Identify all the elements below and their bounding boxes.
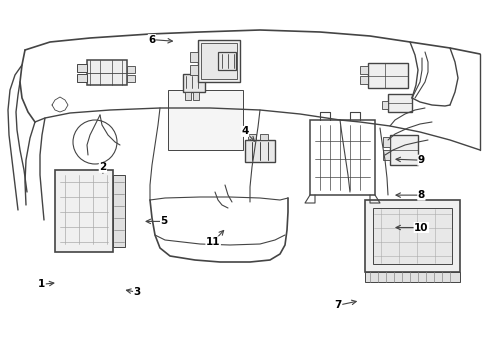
Bar bbox=[55, 170, 113, 252]
Bar bbox=[310, 120, 375, 195]
Bar bbox=[77, 74, 87, 82]
Bar bbox=[77, 64, 87, 72]
Bar bbox=[190, 52, 198, 62]
Bar bbox=[127, 75, 135, 82]
Bar bbox=[127, 66, 135, 73]
Bar bbox=[388, 94, 412, 112]
Bar bbox=[382, 101, 388, 109]
Bar bbox=[360, 66, 368, 74]
Bar bbox=[383, 150, 390, 160]
Text: 8: 8 bbox=[418, 190, 425, 200]
Bar bbox=[168, 90, 243, 150]
Bar bbox=[260, 134, 268, 140]
Bar bbox=[190, 65, 198, 75]
Text: 7: 7 bbox=[334, 300, 342, 310]
Bar bbox=[113, 175, 125, 247]
Bar bbox=[373, 208, 452, 264]
Bar bbox=[365, 200, 460, 272]
Bar bbox=[87, 60, 127, 85]
Bar bbox=[365, 272, 460, 282]
Bar bbox=[390, 135, 418, 165]
Text: 2: 2 bbox=[99, 162, 106, 172]
Text: 6: 6 bbox=[148, 35, 155, 45]
Text: 5: 5 bbox=[161, 216, 168, 226]
Text: 9: 9 bbox=[418, 155, 425, 165]
Bar bbox=[245, 140, 275, 162]
Bar bbox=[383, 137, 390, 147]
Bar bbox=[193, 92, 199, 100]
Bar bbox=[183, 74, 205, 92]
Text: 4: 4 bbox=[241, 126, 249, 136]
Bar bbox=[201, 43, 237, 79]
Bar bbox=[248, 134, 256, 140]
Text: 11: 11 bbox=[206, 237, 220, 247]
Bar bbox=[198, 40, 240, 82]
Bar bbox=[368, 63, 408, 88]
Bar bbox=[185, 92, 191, 100]
Bar bbox=[218, 52, 236, 70]
Bar bbox=[360, 76, 368, 84]
Text: 1: 1 bbox=[38, 279, 45, 289]
Text: 10: 10 bbox=[414, 222, 429, 233]
Text: 3: 3 bbox=[134, 287, 141, 297]
